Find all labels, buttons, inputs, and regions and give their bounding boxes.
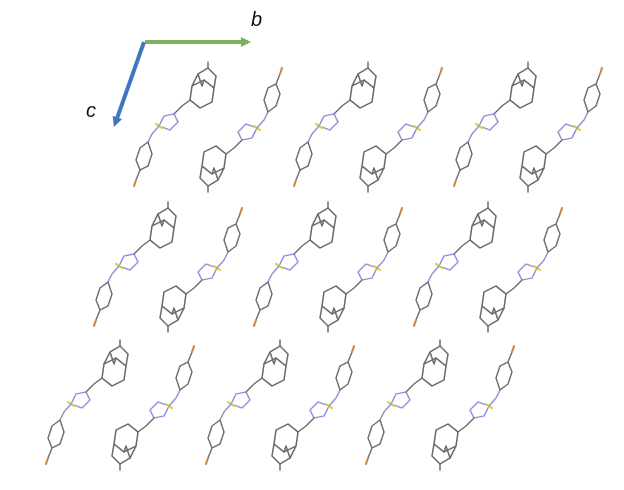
molecule bbox=[413, 201, 497, 327]
c-axis-label: c bbox=[86, 100, 96, 122]
molecule bbox=[479, 207, 563, 333]
molecule bbox=[205, 339, 289, 465]
molecule bbox=[293, 61, 377, 187]
b-axis-label: b bbox=[251, 9, 263, 31]
molecule bbox=[253, 201, 337, 327]
molecule bbox=[199, 67, 283, 193]
molecule bbox=[271, 345, 355, 471]
molecule bbox=[319, 207, 403, 333]
molecule bbox=[111, 345, 195, 471]
molecule bbox=[519, 67, 603, 193]
molecule bbox=[159, 207, 243, 333]
molecule bbox=[45, 339, 129, 465]
molecule bbox=[359, 67, 443, 193]
molecule bbox=[133, 61, 217, 187]
c-axis-arrow bbox=[112, 41, 146, 127]
molecule bbox=[453, 61, 537, 187]
molecule bbox=[365, 339, 449, 465]
molecule-layer bbox=[45, 61, 603, 471]
molecule bbox=[93, 201, 177, 327]
molecule bbox=[431, 345, 515, 471]
